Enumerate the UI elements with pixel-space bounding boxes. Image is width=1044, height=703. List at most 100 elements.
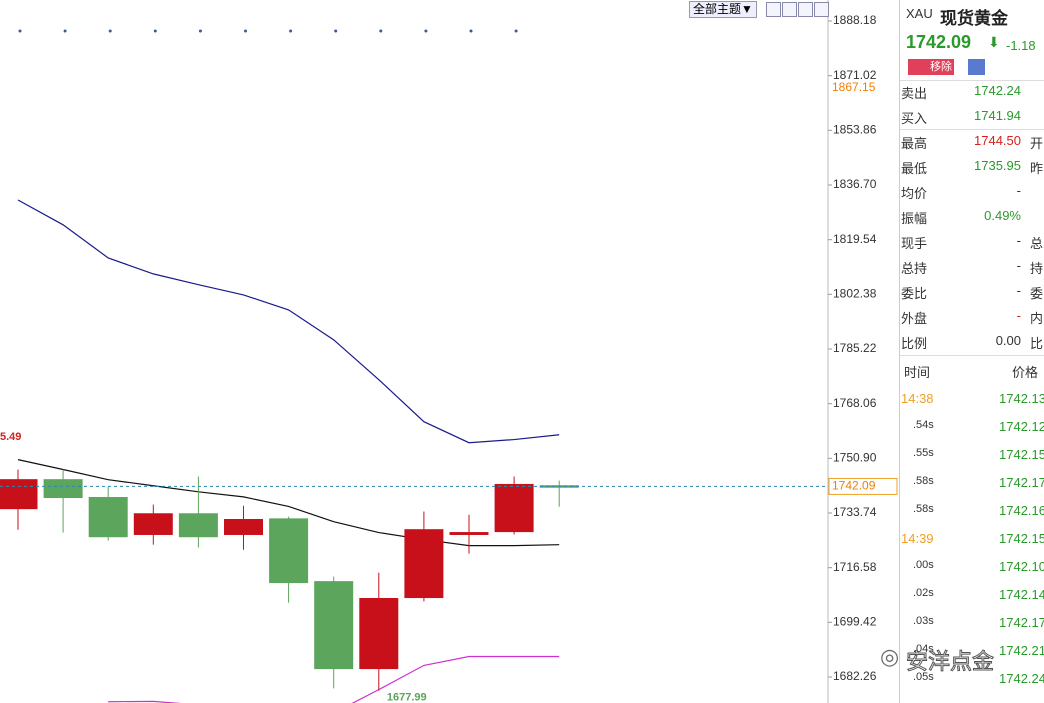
candle-body: [43, 479, 83, 499]
change: -1.18: [1006, 38, 1036, 53]
trade-price: 1742.12: [999, 419, 1044, 434]
tool-icon[interactable]: [782, 2, 797, 17]
theme-button[interactable]: 全部主题▼: [689, 1, 757, 18]
candle-body: [449, 532, 489, 535]
marker-dot: [289, 29, 293, 33]
candle-body: [359, 598, 399, 670]
quote-label: 比: [1030, 336, 1044, 351]
quote-label: 内: [1030, 311, 1044, 326]
symbol: XAU: [906, 6, 933, 21]
y-tick-label: 1871.02: [833, 68, 877, 82]
quote-label: 委比: [901, 286, 928, 301]
y-tick-label: 1785.22: [833, 341, 877, 355]
trade-price: 1742.15: [999, 447, 1044, 462]
quote-label: 昨: [1030, 161, 1044, 176]
tool-icon[interactable]: [814, 2, 829, 17]
candle-body: [0, 479, 38, 510]
watermark-icon: ◎: [880, 644, 900, 669]
tool-icon[interactable]: [766, 2, 781, 17]
marker-dot: [18, 29, 22, 33]
candle-body: [314, 581, 354, 670]
indicator-line: [17, 199, 560, 444]
trade-price: 1742.21: [999, 643, 1044, 658]
marker-dot: [108, 29, 112, 33]
quote-label: 委: [1030, 286, 1044, 301]
y-tick-label: 1819.54: [833, 232, 877, 246]
y-tick-label: 1768.06: [833, 396, 877, 410]
marker-dot: [244, 29, 247, 33]
quote-value: 0.49%: [984, 208, 1021, 223]
trade-time: 14:38: [901, 391, 934, 406]
separator: [900, 355, 1044, 356]
candle-body: [494, 483, 534, 533]
current-price-label: 1742.09: [832, 479, 876, 493]
quote-value: -: [1016, 283, 1021, 298]
trade-price: 1742.17: [999, 475, 1044, 490]
quote-value: 1742.24: [974, 83, 1021, 98]
marker-dot: [334, 29, 338, 33]
trade-price: 1742.15: [999, 531, 1044, 546]
indicator-line: [108, 655, 560, 703]
trade-price: 1742.24: [999, 671, 1044, 686]
candle-body: [269, 518, 309, 584]
quote-value: -: [1016, 233, 1021, 248]
quote-label: 均价: [901, 186, 928, 201]
quote-label: 振幅: [901, 211, 928, 226]
trade-time: .58s: [913, 503, 934, 515]
chart: 5.49 1888.18 1871.02 1853.86 1836.70 1819.54…: [0, 0, 898, 703]
trade-price: 1742.14: [999, 587, 1044, 602]
trade-price: 1742.13: [999, 391, 1044, 406]
trade-header: 时间: [904, 365, 931, 380]
y-tick-label: 1750.90: [833, 451, 877, 465]
quote-label: 卖出: [901, 86, 928, 101]
separator: [900, 80, 1044, 81]
trade-time: .05s: [913, 671, 934, 683]
quote-value: 1741.94: [974, 108, 1021, 123]
change-arrow: ⬇: [988, 34, 1000, 50]
quote-value: 0.00: [995, 333, 1021, 348]
marker-dot: [379, 29, 383, 33]
annotation: 5.49: [0, 431, 21, 443]
trade-header: 价格: [1012, 365, 1039, 380]
trade-time: .00s: [913, 559, 934, 571]
quote-value: 1744.50: [974, 133, 1021, 148]
quote-panel: XAU 现货黄金 1742.09 ⬇ -1.18 移除 卖出 1742.24 买入 1…: [899, 0, 1044, 703]
quote-label: 现手: [901, 236, 928, 251]
watermark: 安洋点金: [905, 649, 995, 675]
plot-area: [0, 199, 579, 703]
tool-icon[interactable]: [798, 2, 813, 17]
trade-price: 1742.16: [999, 503, 1044, 518]
trade-time: .55s: [913, 447, 934, 459]
remove-button[interactable]: 移除: [908, 59, 954, 75]
marker-dot: [469, 29, 473, 33]
y-tick-label: 1836.70: [833, 177, 877, 191]
candle-body: [224, 519, 263, 535]
quote-label: 开: [1030, 136, 1044, 151]
y-tick-label: 1853.86: [833, 123, 877, 137]
quote-value: 1735.95: [974, 158, 1021, 173]
quote-label: 持: [1030, 261, 1044, 276]
alert-button[interactable]: [968, 59, 985, 75]
trade-time: .04s: [913, 643, 934, 655]
candle-body: [404, 529, 444, 599]
y-tick-label: 1802.38: [833, 287, 877, 301]
trade-time: .03s: [913, 615, 934, 627]
y-tick-label: 1733.74: [833, 505, 877, 519]
candle-body: [88, 497, 128, 538]
marker-price-label: 1867.15: [832, 80, 876, 94]
current-price-box: [828, 477, 898, 495]
candle-body: [133, 513, 173, 535]
marker-dot: [514, 29, 518, 33]
trade-time: .02s: [913, 587, 934, 599]
quote-label: 总: [1030, 236, 1044, 251]
quote-label: 最低: [901, 161, 928, 176]
marker-dot: [198, 29, 202, 33]
quote-label: 最高: [901, 136, 928, 151]
quote-label: 总持: [901, 261, 928, 276]
marker-dot: [63, 29, 67, 33]
marker-dot: [153, 29, 157, 33]
separator: [900, 129, 1044, 130]
y-tick-label: 1888.18: [833, 13, 877, 27]
trade-price: 1742.17: [999, 615, 1044, 630]
